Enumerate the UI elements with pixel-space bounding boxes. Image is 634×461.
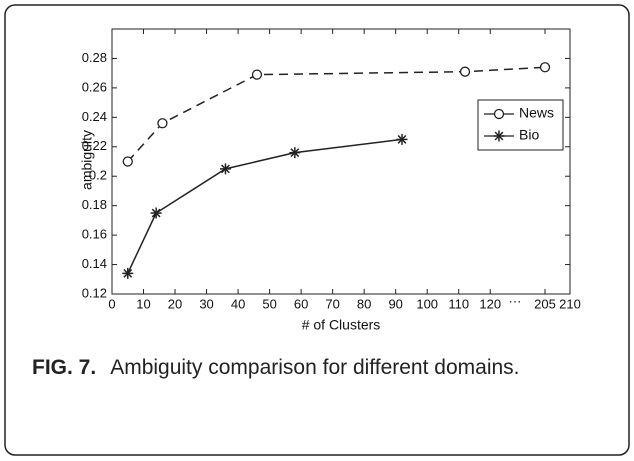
point-marker xyxy=(157,118,168,129)
y-tick-label: 0.18 xyxy=(82,197,107,212)
series-line xyxy=(127,138,403,274)
marker-stroke xyxy=(123,268,133,278)
x-tick-label: 205 xyxy=(534,296,556,311)
legend-marker xyxy=(493,108,505,120)
x-tick-label: 110 xyxy=(448,296,469,311)
marker-stroke xyxy=(290,148,300,158)
x-tick-label: 210 xyxy=(559,296,581,311)
x-tick-label: 70 xyxy=(325,296,339,311)
x-axis-label: # of Clusters xyxy=(302,317,381,333)
marker-circle xyxy=(157,118,168,129)
x-tick-label: 80 xyxy=(357,296,371,311)
figure-frame xyxy=(4,4,630,456)
marker-stroke xyxy=(494,131,504,141)
x-tick-label: 0 xyxy=(108,296,115,311)
y-tick-label: 0.28 xyxy=(82,50,107,65)
point-marker xyxy=(219,163,231,175)
legend-box xyxy=(477,99,564,151)
y-tick-label: 0.26 xyxy=(82,79,107,94)
x-break-label: ··· xyxy=(509,293,522,308)
point-marker xyxy=(122,156,133,167)
legend-marker xyxy=(493,130,505,142)
point-marker xyxy=(289,147,301,159)
x-tick-label: 10 xyxy=(136,296,150,311)
x-tick-label: 100 xyxy=(416,296,438,311)
point-marker xyxy=(150,207,162,219)
point-marker xyxy=(459,66,471,77)
caption-text: Ambiguity comparison for different domai… xyxy=(110,356,520,379)
marker-circle xyxy=(122,156,133,167)
y-tick-label: 0.12 xyxy=(82,285,107,300)
marker-circle xyxy=(459,66,471,77)
figure-label: FIG. 7. xyxy=(32,356,97,379)
x-tick-label: 40 xyxy=(231,296,245,311)
y-tick-label: 0.16 xyxy=(82,227,107,242)
marker-circle xyxy=(493,108,505,120)
legend-label: News xyxy=(519,105,554,121)
point-marker xyxy=(396,133,408,145)
x-tick-label: 90 xyxy=(388,296,402,311)
point-marker xyxy=(539,62,551,73)
y-tick-label: 0.24 xyxy=(82,109,107,124)
point-marker xyxy=(122,267,134,279)
legend-label: Bio xyxy=(519,127,539,143)
point-marker xyxy=(251,69,263,80)
y-axis-label: ambiguity xyxy=(79,130,95,190)
marker-stroke xyxy=(397,134,407,144)
plot-frame xyxy=(111,28,571,295)
x-tick-label: 20 xyxy=(168,296,182,311)
y-tick-label: 0.14 xyxy=(82,256,107,271)
marker-stroke xyxy=(221,164,230,174)
y-tick-label: 0.22 xyxy=(82,138,107,153)
x-tick-label: 60 xyxy=(294,296,308,311)
caption: FIG. 7. Ambiguity comparison for differen… xyxy=(32,350,592,385)
marker-circle xyxy=(251,69,263,80)
y-tick-label: 0.2 xyxy=(89,168,107,183)
x-tick-label: 50 xyxy=(262,296,276,311)
marker-circle xyxy=(539,62,551,73)
x-tick-label: 30 xyxy=(199,296,213,311)
x-tick-label: 120 xyxy=(479,296,501,311)
marker-stroke xyxy=(151,208,161,218)
